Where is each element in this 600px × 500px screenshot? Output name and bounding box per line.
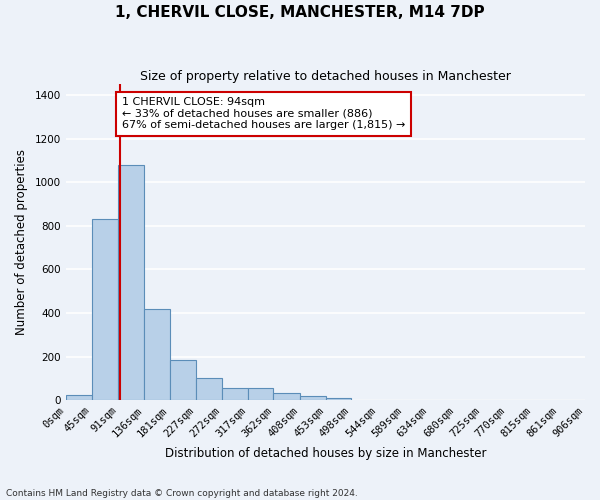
Bar xyxy=(326,398,352,400)
Y-axis label: Number of detached properties: Number of detached properties xyxy=(15,149,28,335)
Title: Size of property relative to detached houses in Manchester: Size of property relative to detached ho… xyxy=(140,70,511,83)
Bar xyxy=(118,165,144,400)
Bar xyxy=(222,388,248,400)
Bar xyxy=(170,360,196,400)
X-axis label: Distribution of detached houses by size in Manchester: Distribution of detached houses by size … xyxy=(165,447,486,460)
Bar xyxy=(92,220,118,400)
Bar xyxy=(144,308,170,400)
Bar xyxy=(248,388,274,400)
Bar xyxy=(66,395,92,400)
Text: 1, CHERVIL CLOSE, MANCHESTER, M14 7DP: 1, CHERVIL CLOSE, MANCHESTER, M14 7DP xyxy=(115,5,485,20)
Bar xyxy=(300,396,326,400)
Text: 1 CHERVIL CLOSE: 94sqm
← 33% of detached houses are smaller (886)
67% of semi-de: 1 CHERVIL CLOSE: 94sqm ← 33% of detached… xyxy=(122,97,405,130)
Text: Contains HM Land Registry data © Crown copyright and database right 2024.: Contains HM Land Registry data © Crown c… xyxy=(6,488,358,498)
Bar xyxy=(196,378,222,400)
Bar xyxy=(274,392,300,400)
